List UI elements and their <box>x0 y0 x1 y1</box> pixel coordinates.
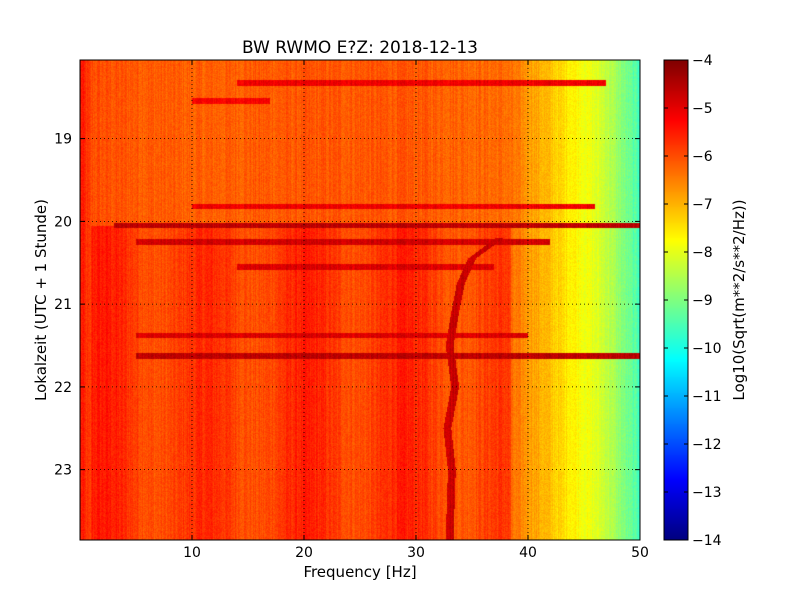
y-axis: 19 20 21 22 23 <box>54 132 640 479</box>
y-tick-label: 21 <box>54 297 72 313</box>
grid-lines <box>80 60 640 540</box>
y-tick-label: 23 <box>54 463 72 479</box>
colorbar-tick-label: −7 <box>692 197 713 213</box>
colorbar-tick-label: −5 <box>692 101 713 117</box>
x-tick-label: 10 <box>183 545 201 561</box>
colorbar-tick-label: −14 <box>692 533 722 549</box>
colorbar-tick-label: −11 <box>692 389 722 405</box>
colorbar-tick-label: −6 <box>692 149 713 165</box>
plot-area: 10 20 30 40 50 19 20 21 22 23 <box>54 59 649 561</box>
x-tick-label: 40 <box>519 545 537 561</box>
y-tick-label: 22 <box>54 380 72 396</box>
colorbar-tick-label: −8 <box>692 245 713 261</box>
x-tick-label: 30 <box>407 545 425 561</box>
colorbar-tick-label: −12 <box>692 437 722 453</box>
spectrogram-heatmap <box>80 60 640 540</box>
colorbar-ticks: −4 −5 −6 −7 −8 −9 −10 −11 −12 −13 −14 <box>664 53 722 549</box>
colorbar: −4 −5 −6 −7 −8 −9 −10 −11 −12 −13 −14 Log10(Sqrt(m… <box>663 53 748 549</box>
plot-frame <box>79 59 641 541</box>
y-tick-label: 19 <box>54 132 72 148</box>
y-tick-label: 20 <box>54 214 72 230</box>
chart-title: BW RWMO E?Z: 2018-12-13 <box>242 38 478 58</box>
x-axis-label: Frequency [Hz] <box>303 563 416 581</box>
x-tick-label: 50 <box>631 545 649 561</box>
colorbar-tick-label: −10 <box>692 341 722 357</box>
x-axis: 10 20 30 40 50 <box>183 60 649 561</box>
colorbar-label: Log10(Sqrt(m**2/s**2/Hz)) <box>730 199 748 400</box>
y-axis-label: Lokalzeit (UTC + 1 Stunde) <box>32 199 50 401</box>
x-tick-label: 20 <box>295 545 313 561</box>
colorbar-tick-label: −13 <box>692 485 722 501</box>
colorbar-tick-label: −4 <box>692 53 713 69</box>
colorbar-tick-label: −9 <box>692 293 713 309</box>
